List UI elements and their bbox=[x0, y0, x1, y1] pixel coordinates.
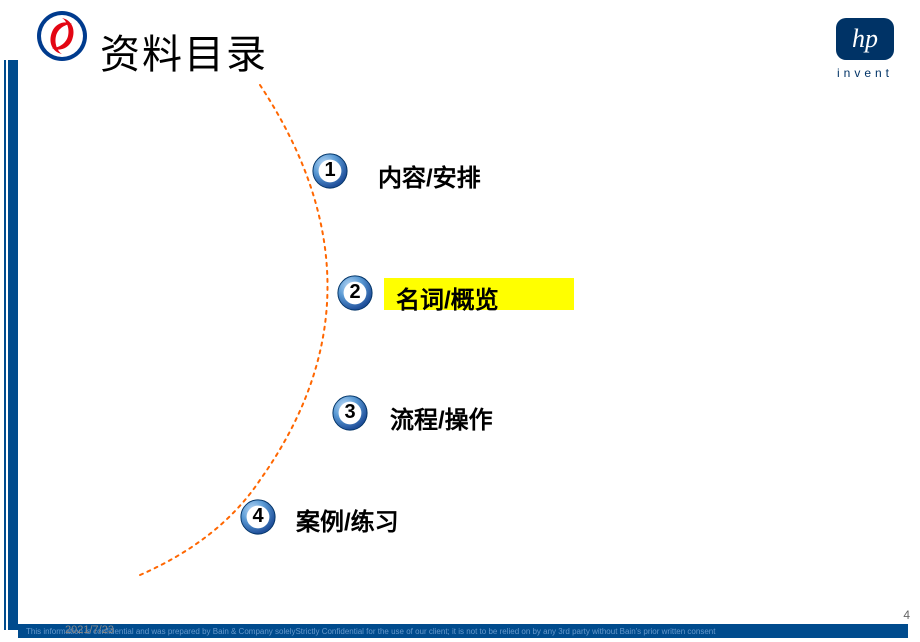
footer-date: 2021/7/23 bbox=[65, 624, 114, 636]
toc-bullet-3: 3 bbox=[331, 394, 369, 432]
toc-bullet-1: 1 bbox=[311, 152, 349, 190]
toc-bullet-num: 3 bbox=[344, 401, 355, 424]
toc-item-label-2: 名词/概览 bbox=[396, 280, 499, 315]
toc-bullet-4: 4 bbox=[239, 498, 277, 536]
dotted-arc bbox=[0, 0, 920, 642]
toc-bullet-num: 4 bbox=[252, 505, 263, 528]
page-number: 4 bbox=[903, 608, 910, 622]
toc-bullet-num: 2 bbox=[349, 281, 360, 304]
toc-item-label-4: 案例/练习 bbox=[296, 502, 399, 537]
toc-item-label-3: 流程/操作 bbox=[390, 400, 493, 435]
toc-bullet-num: 1 bbox=[324, 159, 335, 182]
footer-confidential: This information is confidential and was… bbox=[26, 627, 715, 636]
toc-item-label-1: 内容/安排 bbox=[378, 158, 481, 193]
toc-bullet-2: 2 bbox=[336, 274, 374, 312]
footer-bar: This information is confidential and was… bbox=[18, 624, 908, 638]
